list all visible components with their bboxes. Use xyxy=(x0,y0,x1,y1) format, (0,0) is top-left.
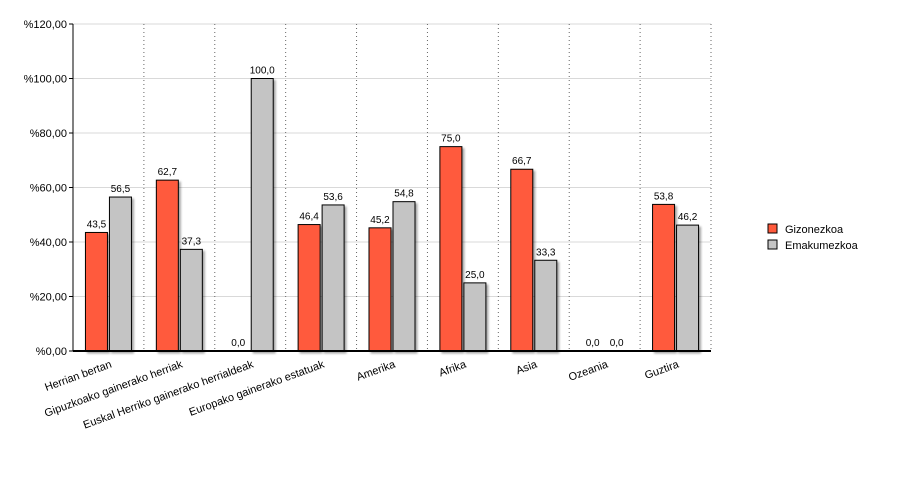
data-label: 66,7 xyxy=(512,156,532,167)
data-label: 0,0 xyxy=(586,338,600,349)
data-label: 37,3 xyxy=(182,236,202,247)
category-label: Guztira xyxy=(643,358,681,382)
bar-emakumezkoa xyxy=(179,248,203,352)
bars xyxy=(84,78,700,352)
bar-emakumezkoa xyxy=(676,224,700,352)
data-label: 62,7 xyxy=(158,167,178,178)
data-label: 46,4 xyxy=(299,212,319,223)
data-label: 54,8 xyxy=(394,189,414,200)
y-tick-label: %40,00 xyxy=(30,237,67,249)
data-label: 25,0 xyxy=(465,270,485,281)
bar-emakumezkoa xyxy=(108,196,132,352)
y-tick-label: %80,00 xyxy=(30,128,67,140)
bar-gizonezkoa xyxy=(439,146,463,352)
data-label: 53,6 xyxy=(323,192,343,203)
axes xyxy=(69,23,711,352)
bar-emakumezkoa xyxy=(392,201,416,352)
category-label: Amerika xyxy=(355,358,398,383)
bar-gizonezkoa xyxy=(368,227,392,352)
category-label: Europako gainerako estatuak xyxy=(188,358,327,418)
data-label: 56,5 xyxy=(111,184,131,195)
bar-emakumezkoa xyxy=(250,78,274,352)
y-tick-label: %120,00 xyxy=(24,19,67,31)
grid xyxy=(73,23,712,351)
legend-label: Emakumezkoa xyxy=(785,240,859,252)
data-label: 100,0 xyxy=(250,66,275,77)
bar-emakumezkoa xyxy=(534,259,558,352)
data-label: 53,8 xyxy=(654,191,674,202)
data-label: 75,0 xyxy=(441,134,461,145)
y-tick-label: %0,00 xyxy=(36,346,67,358)
category-label: Asia xyxy=(515,358,540,377)
category-label: Afrika xyxy=(437,358,468,379)
data-label: 43,5 xyxy=(87,219,107,230)
bar-gizonezkoa xyxy=(84,231,108,352)
y-tick-label: %20,00 xyxy=(30,292,67,304)
bar-gizonezkoa xyxy=(155,179,179,352)
bar-gizonezkoa xyxy=(652,203,676,352)
legend-swatch xyxy=(767,223,778,234)
category-label: Ozeania xyxy=(567,358,610,384)
y-tick-label: %60,00 xyxy=(30,183,67,195)
data-label: 45,2 xyxy=(370,215,390,226)
bar-gizonezkoa xyxy=(510,168,534,352)
bar-gizonezkoa xyxy=(297,224,321,352)
legend: Gizonezkoa Emakumezkoa xyxy=(767,223,859,252)
data-label: 46,2 xyxy=(678,212,698,223)
data-label: 0,0 xyxy=(231,338,245,349)
y-tick-label: %100,00 xyxy=(24,74,67,86)
bar-emakumezkoa xyxy=(321,204,345,352)
data-label: 0,0 xyxy=(610,338,624,349)
bar-emakumezkoa xyxy=(463,282,487,352)
legend-swatch xyxy=(767,239,778,250)
data-label: 33,3 xyxy=(536,247,556,258)
legend-label: Gizonezkoa xyxy=(785,224,844,236)
